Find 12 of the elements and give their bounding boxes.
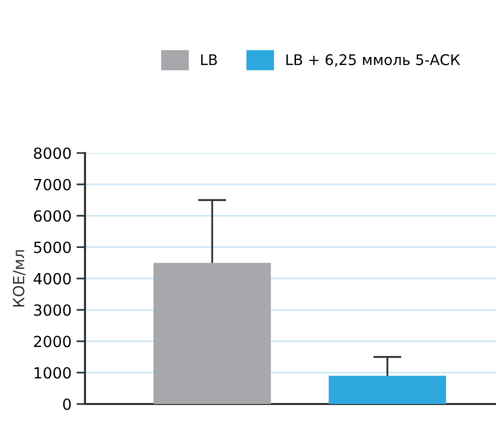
y-tick-label: 5000 — [34, 242, 71, 254]
y-tick-label: 1000 — [34, 367, 71, 379]
y-axis-title: КОЕ/мл — [12, 250, 26, 306]
y-tick-label: 8000 — [34, 147, 71, 160]
y-tick-label: 0 — [63, 398, 71, 410]
y-tick-label: 7000 — [34, 178, 71, 190]
legend-label: LB + 6,25 ммоль 5-АСК — [286, 54, 460, 67]
legend-label: LB — [201, 54, 217, 65]
y-tick-label: 6000 — [34, 210, 71, 222]
y-tick-label: 4000 — [34, 272, 71, 285]
y-tick-label: 2000 — [34, 336, 71, 348]
y-tick-label: 3000 — [34, 304, 71, 316]
